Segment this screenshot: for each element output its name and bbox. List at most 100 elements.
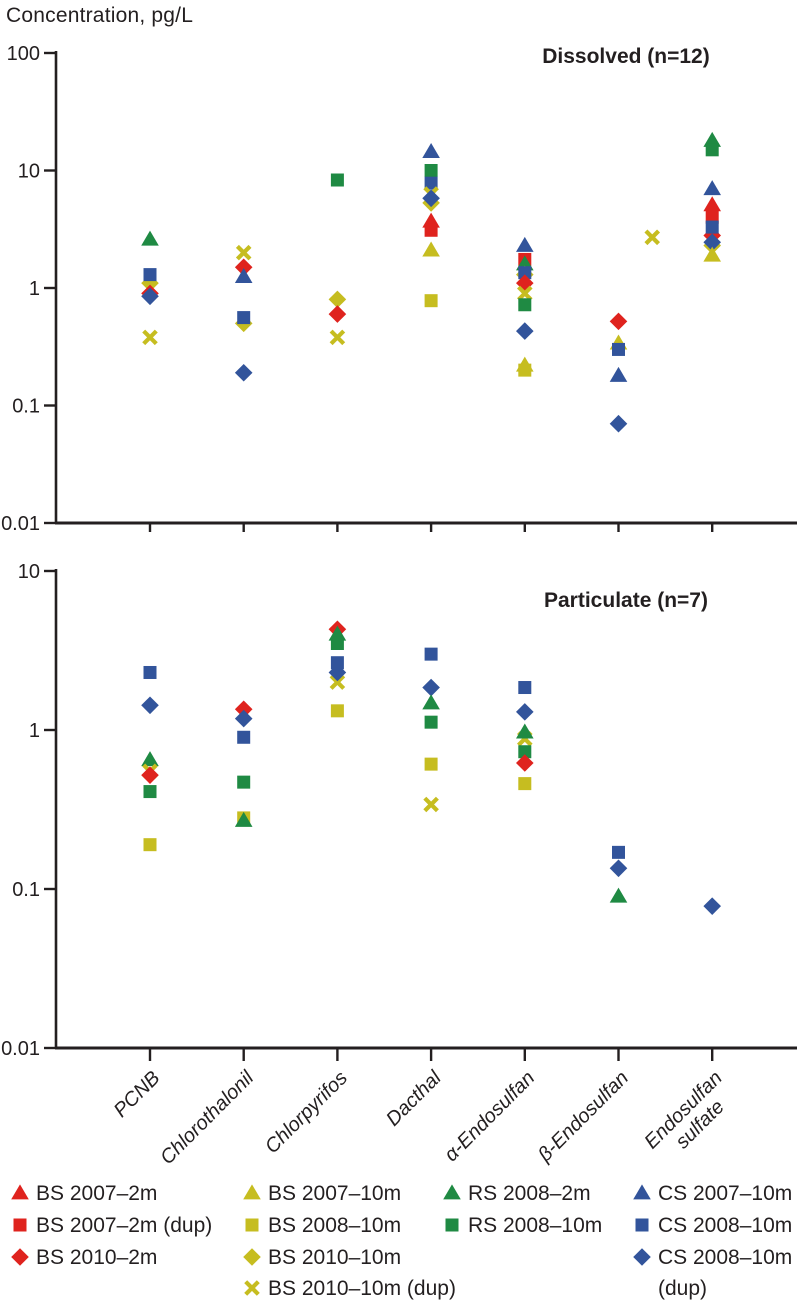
point-bs2010_2m bbox=[609, 312, 628, 331]
point-cs2008_10m_dup bbox=[328, 663, 347, 682]
point-rs2008_10m bbox=[518, 298, 532, 312]
point-cs2008_10m bbox=[612, 845, 625, 859]
point-bs2010_10m_dup bbox=[235, 244, 252, 261]
point-bs2008_10m bbox=[330, 704, 344, 718]
point-rs2008_2m bbox=[141, 230, 159, 246]
legend: BS 2007–2m BS 2007–2m (dup) BS 2010–2m BS 2… bbox=[11, 1182, 792, 1300]
point-rs2008_10m bbox=[330, 636, 344, 650]
point-cs2008_10m_dup bbox=[516, 703, 534, 721]
point-bs2010_2m bbox=[328, 305, 347, 323]
legend-item-bs2010_10m_dup: BS 2010–10m (dup) bbox=[244, 1277, 456, 1300]
legend-marker-bs2008_10m bbox=[245, 1218, 259, 1232]
legend-item-bs2007_2m_dup: BS 2007–2m (dup) bbox=[13, 1214, 212, 1237]
legend-label: CS 2008–10m bbox=[658, 1246, 792, 1269]
legend-marker-bs2010_10m_dup bbox=[244, 1280, 260, 1296]
point-cs2008_10m_dup bbox=[234, 363, 253, 382]
point-rs2008_2m bbox=[516, 723, 534, 739]
x-category-label: PCNB bbox=[110, 1067, 165, 1122]
point-cs2008_10m_dup bbox=[234, 709, 253, 728]
legend-item-bs2007_2m: BS 2007–2m bbox=[11, 1182, 157, 1205]
point-bs2008_10m bbox=[424, 294, 438, 308]
point-cs2007_10m bbox=[703, 180, 721, 196]
point-bs2010_10m_dup bbox=[142, 329, 158, 346]
point-rs2008_2m bbox=[234, 811, 253, 827]
legend-label: CS 2008–10m bbox=[658, 1214, 792, 1237]
point-rs2008_10m bbox=[330, 173, 344, 187]
point-bs2007_2m_dup bbox=[424, 223, 438, 237]
point-cs2008_10m bbox=[518, 266, 532, 280]
point-cs2008_10m bbox=[424, 176, 438, 190]
legend-label: BS 2010–10m (dup) bbox=[268, 1277, 456, 1300]
legend-label: BS 2007–2m (dup) bbox=[36, 1214, 212, 1237]
point-bs2010_2m bbox=[516, 754, 534, 772]
point-cs2008_10m_dup bbox=[422, 189, 440, 208]
legend-marker-rs2008_10m bbox=[445, 1218, 459, 1232]
point-cs2008_10m bbox=[143, 665, 157, 679]
point-cs2008_10m_dup bbox=[422, 678, 440, 697]
y-tick-label: 10 bbox=[18, 161, 40, 183]
point-cs2008_10m_dup bbox=[141, 696, 159, 715]
point-cs2008_10m_dup bbox=[703, 897, 721, 915]
legend-item-cs2008_10m_dup: CS 2008–10m (dup) bbox=[633, 1246, 792, 1300]
point-bs2010_2m bbox=[234, 258, 253, 277]
point-cs2007_10m bbox=[422, 142, 440, 158]
point-bs2010_10m bbox=[328, 290, 347, 309]
point-rs2008_10m bbox=[424, 715, 438, 729]
point-cs2008_10m_dup bbox=[141, 287, 159, 306]
legend-item-bs2008_10m: BS 2008–10m bbox=[245, 1214, 401, 1237]
particulate-panel: 10 1 0.1 0.01 bbox=[1, 561, 797, 1061]
point-bs2010_2m bbox=[234, 700, 253, 719]
point-cs2008_10m_dup bbox=[703, 233, 721, 252]
point-bs2010_10m_dup bbox=[644, 229, 661, 246]
point-rs2008_10m bbox=[424, 164, 438, 177]
point-rs2008_2m bbox=[703, 131, 721, 147]
point-rs2008_2m bbox=[141, 751, 159, 767]
point-cs2008_10m bbox=[237, 730, 251, 744]
point-bs2007_10m bbox=[422, 241, 440, 257]
legend-marker-cs2008_10m bbox=[635, 1218, 649, 1232]
point-bs2008_10m bbox=[143, 838, 157, 852]
point-bs2007_2m_dup bbox=[705, 210, 719, 224]
point-bs2007_2m bbox=[703, 196, 721, 212]
point-rs2008_10m bbox=[518, 745, 532, 759]
point-cs2008_10m bbox=[237, 311, 251, 325]
point-cs2008_10m_dup bbox=[516, 322, 534, 340]
point-bs2010_10m_dup bbox=[423, 796, 439, 813]
y-tick-label: 0.1 bbox=[12, 879, 40, 901]
point-rs2008_2m bbox=[609, 887, 628, 903]
y-tick-label: 1 bbox=[29, 278, 40, 300]
legend-label: BS 2007–2m bbox=[36, 1182, 157, 1205]
legend-label: BS 2008–10m bbox=[268, 1214, 401, 1237]
point-cs2008_10m_dup bbox=[609, 414, 628, 433]
legend-label: RS 2008–2m bbox=[468, 1182, 591, 1205]
point-cs2008_10m bbox=[424, 647, 438, 661]
point-bs2010_10m_dup bbox=[329, 329, 346, 346]
point-rs2008_10m bbox=[237, 775, 251, 789]
point-bs2008_10m bbox=[424, 757, 438, 771]
point-cs2008_10m bbox=[518, 681, 532, 695]
legend-label: RS 2008–10m bbox=[468, 1214, 602, 1237]
legend-item-bs2010_10m: BS 2010–10m bbox=[243, 1246, 401, 1269]
point-cs2008_10m bbox=[143, 268, 157, 282]
y-tick-label: 0.01 bbox=[1, 1038, 40, 1060]
y-tick-label: 1 bbox=[29, 720, 40, 742]
point-cs2008_10m bbox=[705, 220, 719, 234]
point-bs2010_10m_dup bbox=[517, 285, 533, 302]
legend-marker-bs2010_10m bbox=[243, 1248, 261, 1266]
point-bs2008_10m bbox=[518, 363, 532, 377]
legend-item-cs2008_10m: CS 2008–10m bbox=[635, 1214, 792, 1237]
point-cs2008_10m bbox=[330, 656, 344, 670]
point-cs2007_10m bbox=[234, 268, 253, 284]
x-category-label: Dacthal bbox=[382, 1067, 446, 1131]
x-category-label: Chlorpyrifos bbox=[261, 1067, 352, 1158]
legend-item-cs2007_10m: CS 2007–10m bbox=[633, 1182, 792, 1205]
y-axis-title: Concentration, pg/L bbox=[6, 4, 194, 27]
point-cs2007_10m bbox=[516, 236, 534, 252]
legend-label-line2: (dup) bbox=[658, 1277, 707, 1300]
panel-title-particulate: Particulate (n=7) bbox=[544, 589, 708, 612]
legend-marker-bs2007_2m_dup bbox=[13, 1218, 27, 1232]
panel-title-dissolved: Dissolved (n=12) bbox=[542, 45, 710, 68]
point-cs2008_10m_dup bbox=[609, 859, 628, 878]
